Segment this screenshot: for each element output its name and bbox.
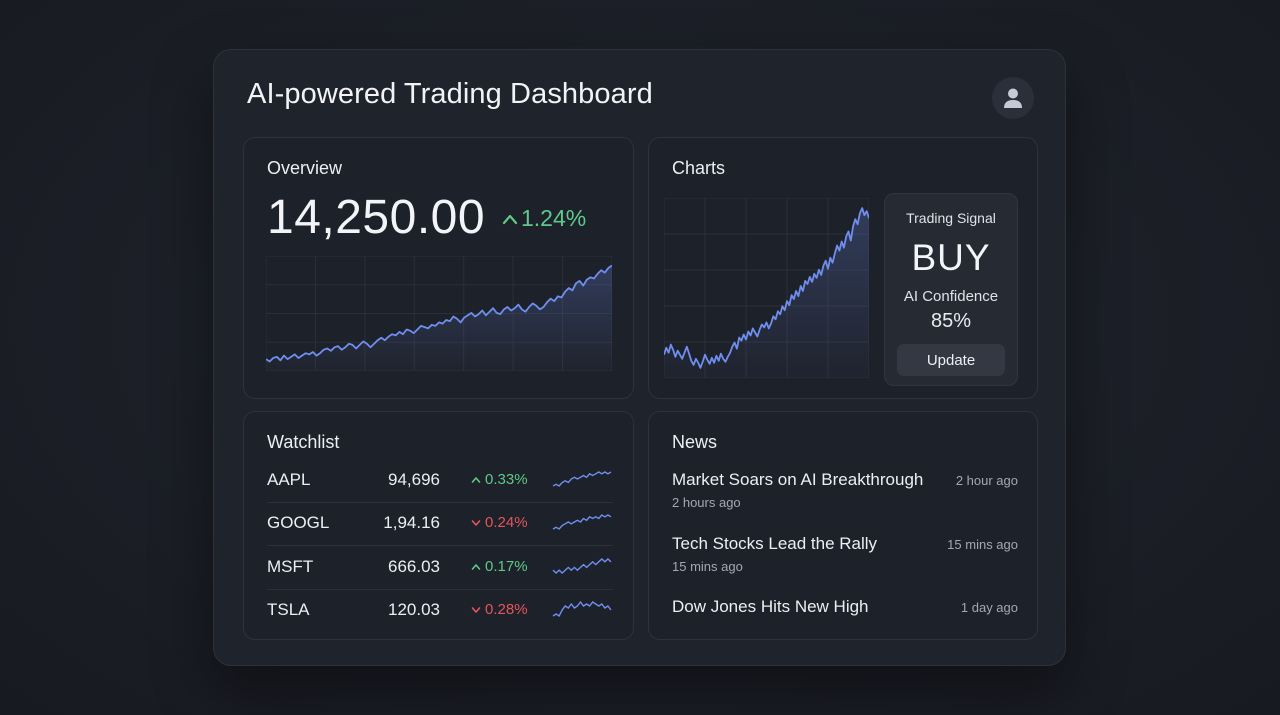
watchlist-price: 120.03: [388, 600, 440, 619]
watchlist-row[interactable]: MSFT 666.03 0.17%: [267, 547, 613, 590]
watchlist-row[interactable]: TSLA 120.03 0.28%: [267, 590, 613, 633]
news-time: 15 mins ago: [947, 537, 1018, 552]
arrow-up-icon: [502, 214, 518, 224]
watchlist-panel: Watchlist AAPL 94,696 0.33% GOOGL 1,94.16 0.2…: [243, 411, 634, 640]
overview-panel: Overview 14,250.00 1.24%: [243, 137, 634, 399]
watchlist-title: Watchlist: [267, 432, 340, 452]
sparkline-path: [552, 558, 612, 574]
charts-panel: Charts Trading Signal BUY AI Confidence …: [648, 137, 1038, 399]
trading-signal-label: Trading Signal: [906, 210, 996, 226]
user-icon: [1004, 88, 1022, 108]
ai-confidence-value: 85%: [930, 310, 972, 332]
chevron-up-icon: [471, 476, 481, 483]
watchlist-change-value: 0.17%: [485, 558, 528, 575]
news-item[interactable]: Market Soars on AI Breakthrough 2 hour a…: [672, 470, 1018, 510]
chevron-down-icon: [471, 606, 481, 613]
watchlist-sparkline: [552, 471, 612, 487]
overview-line-chart: [266, 256, 612, 371]
watchlist-price: 94,696: [388, 470, 440, 489]
sparkline-path: [552, 600, 612, 618]
watchlist-sparkline: [552, 558, 612, 574]
sparkline-path: [552, 514, 612, 530]
news-title: News: [672, 432, 718, 452]
watchlist-symbol: AAPL: [267, 470, 311, 489]
watchlist-row[interactable]: AAPL 94,696 0.33%: [267, 460, 613, 503]
watchlist-change-value: 0.24%: [485, 514, 528, 531]
watchlist-row[interactable]: GOOGL 1,94.16 0.24%: [267, 503, 613, 546]
watchlist-symbol: TSLA: [267, 600, 310, 619]
dashboard-card: AI-powered Trading Dashboard Overview 14…: [213, 49, 1066, 666]
ai-confidence-label: AI Confidence: [903, 288, 999, 305]
watchlist-price: 666.03: [388, 557, 440, 576]
watchlist-symbol: GOOGL: [267, 513, 330, 532]
watchlist-change-value: 0.28%: [485, 601, 528, 618]
index-value: 14,250.00: [267, 191, 486, 244]
chart-area-fill: [664, 208, 869, 378]
news-item[interactable]: Dow Jones Hits New High 1 day ago: [672, 597, 1018, 617]
watchlist-change-value: 0.33%: [485, 471, 528, 488]
overview-title: Overview: [267, 158, 343, 178]
chevron-up-icon: [471, 563, 481, 570]
page-title: AI-powered Trading Dashboard: [247, 78, 653, 110]
news-headline[interactable]: Dow Jones Hits New High: [672, 597, 869, 616]
watchlist-sparkline: [552, 600, 612, 618]
update-button[interactable]: Update: [897, 344, 1005, 376]
news-item[interactable]: Tech Stocks Lead the Rally 15 mins ago 1…: [672, 534, 1018, 574]
news-panel: News Market Soars on AI Breakthrough 2 h…: [648, 411, 1038, 640]
index-change-value: 1.24%: [521, 205, 587, 231]
watchlist-change: 0.24%: [471, 514, 528, 531]
news-time: 1 day ago: [960, 600, 1018, 615]
chart-series-line: [664, 207, 869, 369]
news-time: 2 hour ago: [955, 473, 1018, 488]
trading-signal-value: BUY: [911, 237, 991, 278]
charts-line-chart: [664, 198, 869, 378]
chevron-down-icon: [471, 519, 481, 526]
watchlist-change: 0.28%: [471, 601, 528, 618]
index-change: 1.24%: [502, 205, 586, 232]
news-headline[interactable]: Market Soars on AI Breakthrough: [672, 470, 924, 489]
chart-series-line: [266, 264, 612, 363]
watchlist-change: 0.17%: [471, 558, 528, 575]
sparkline-path: [552, 471, 612, 487]
watchlist-symbol: MSFT: [267, 557, 314, 576]
watchlist-sparkline: [552, 514, 612, 530]
news-subtime: 2 hours ago: [672, 495, 741, 510]
news-headline[interactable]: Tech Stocks Lead the Rally: [672, 534, 878, 553]
user-avatar-button[interactable]: [992, 77, 1034, 119]
charts-title: Charts: [672, 158, 726, 178]
chart-area-fill: [266, 265, 612, 371]
news-subtime: 15 mins ago: [672, 559, 743, 574]
watchlist-price: 1,94.16: [383, 513, 440, 532]
watchlist-change: 0.33%: [471, 471, 528, 488]
trading-signal-card: Trading Signal BUY AI Confidence 85% Upd…: [884, 193, 1018, 386]
